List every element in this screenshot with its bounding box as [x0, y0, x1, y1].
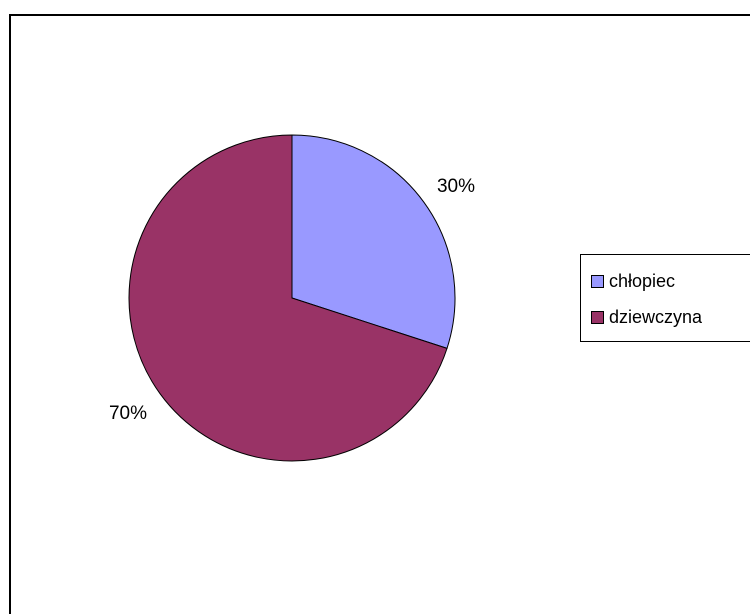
- legend-label-chlopiec: chłopiec: [609, 271, 676, 291]
- legend: chłopiec dziewczyna: [580, 254, 750, 342]
- legend-swatch-chlopiec: [591, 275, 604, 288]
- legend-label-dziewczyna: dziewczyna: [609, 307, 703, 327]
- pie-slice-chlopiec: [291, 134, 456, 350]
- pie-slice-dziewczyna: [128, 134, 448, 462]
- data-label-chlopiec: 30%: [437, 176, 475, 197]
- data-label-dziewczyna: 70%: [109, 403, 147, 424]
- legend-swatch-dziewczyna: [591, 311, 604, 324]
- legend-item-dziewczyna: dziewczyna: [591, 307, 702, 328]
- legend-item-chlopiec: chłopiec: [591, 271, 675, 292]
- pie-chart: 30% 70%: [109, 134, 475, 462]
